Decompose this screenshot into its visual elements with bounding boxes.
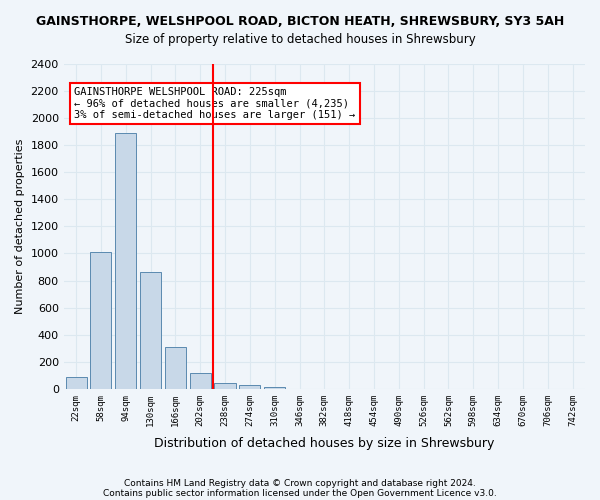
Bar bbox=[115, 133, 136, 389]
Text: GAINSTHORPE WELSHPOOL ROAD: 225sqm
← 96% of detached houses are smaller (4,235)
: GAINSTHORPE WELSHPOOL ROAD: 225sqm ← 96%… bbox=[74, 86, 355, 120]
Bar bbox=[91, 252, 112, 389]
Bar bbox=[214, 382, 236, 389]
Bar bbox=[190, 373, 211, 389]
Text: GAINSTHORPE, WELSHPOOL ROAD, BICTON HEATH, SHREWSBURY, SY3 5AH: GAINSTHORPE, WELSHPOOL ROAD, BICTON HEAT… bbox=[36, 15, 564, 28]
Text: Contains public sector information licensed under the Open Government Licence v3: Contains public sector information licen… bbox=[103, 488, 497, 498]
X-axis label: Distribution of detached houses by size in Shrewsbury: Distribution of detached houses by size … bbox=[154, 437, 494, 450]
Text: Size of property relative to detached houses in Shrewsbury: Size of property relative to detached ho… bbox=[125, 32, 475, 46]
Text: Contains HM Land Registry data © Crown copyright and database right 2024.: Contains HM Land Registry data © Crown c… bbox=[124, 478, 476, 488]
Bar bbox=[239, 384, 260, 389]
Bar bbox=[165, 347, 186, 389]
Bar bbox=[140, 272, 161, 389]
Y-axis label: Number of detached properties: Number of detached properties bbox=[15, 138, 25, 314]
Bar bbox=[264, 386, 285, 389]
Bar bbox=[65, 376, 86, 389]
